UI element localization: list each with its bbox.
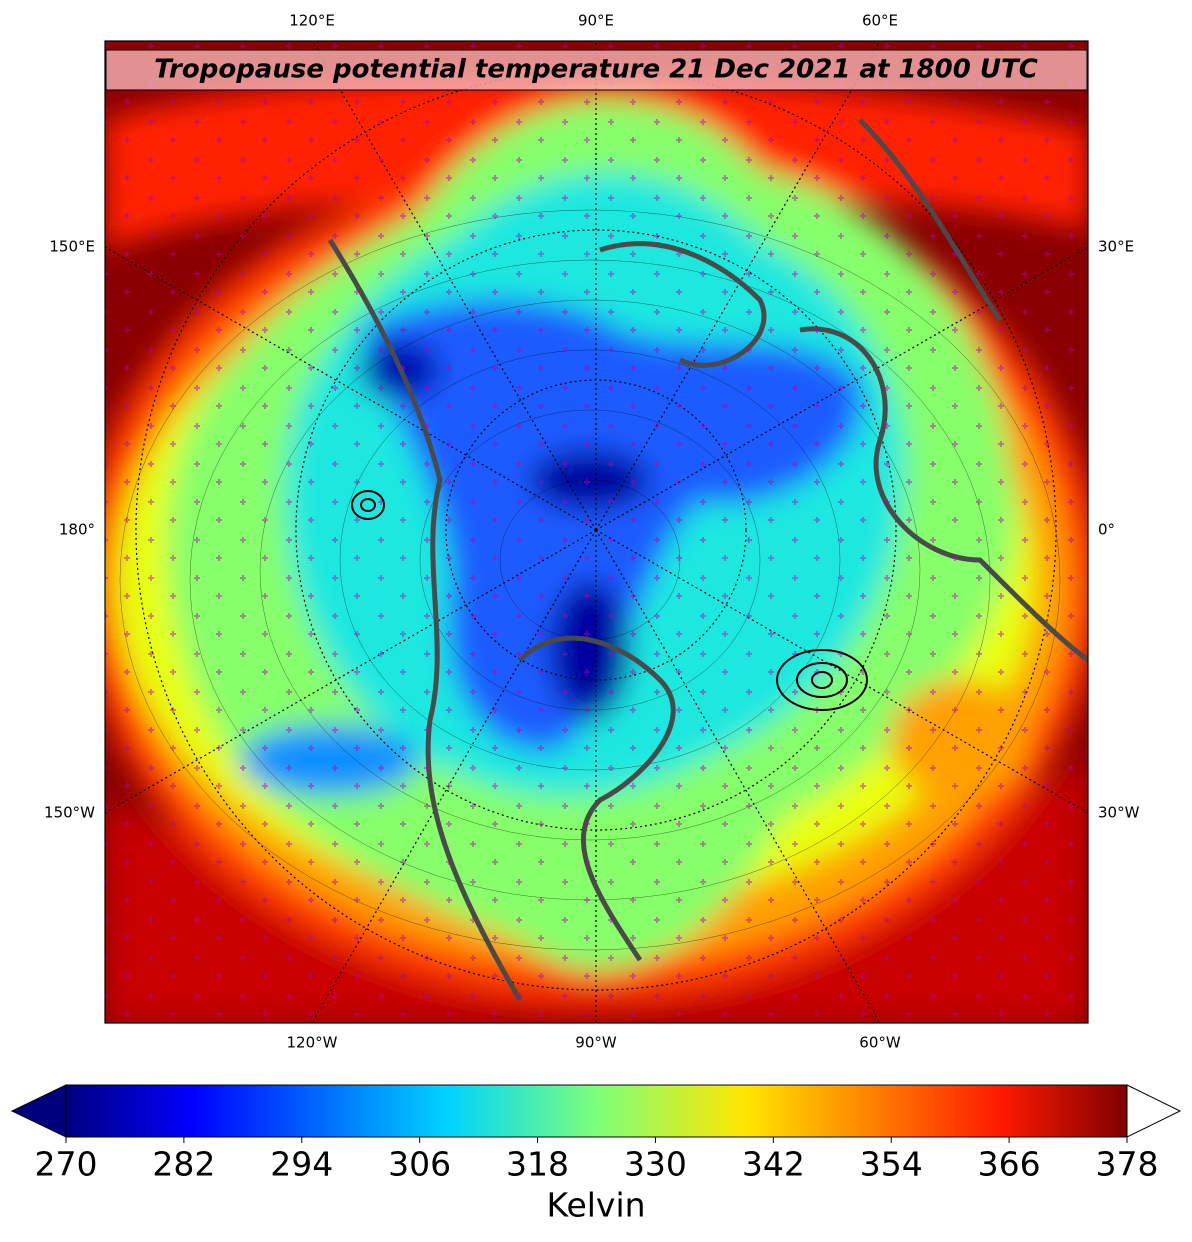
lon-label: 60°W [859,1034,901,1052]
lon-label: 120°E [289,12,335,30]
colorbar-tick-label: 378 [1096,1145,1159,1184]
lon-label: 60°E [862,12,898,30]
lon-label: 90°E [578,12,614,30]
map [105,41,1088,1023]
lon-label: 180° [59,521,95,539]
lon-label: 90°W [575,1034,617,1052]
colorbar-tick-label: 294 [270,1145,333,1184]
lon-label: 120°W [287,1034,338,1052]
lon-label: 30°W [1098,804,1140,822]
colorbar-tick-label: 354 [860,1145,923,1184]
colorbar-tick-label: 342 [742,1145,805,1184]
colorbar-tick-label: 282 [152,1145,215,1184]
lon-label: 30°E [1098,238,1134,256]
lon-label: 150°E [49,238,95,256]
colorbar-tick-label: 330 [624,1145,687,1184]
map-title: Tropopause potential temperature 21 Dec … [154,55,1038,85]
colorbar-extend-low [10,1084,67,1138]
colorbar-tick-label: 270 [35,1145,98,1184]
colorbar-tick-label: 306 [388,1145,451,1184]
colorbar [65,1084,1128,1138]
lon-label: 150°W [44,804,95,822]
colorbar-tick-label: 318 [506,1145,569,1184]
colorbar-label: Kelvin [546,1186,645,1225]
map-frame [104,40,1089,1024]
title-box [105,49,1088,91]
colorbar-tick-label: 366 [978,1145,1041,1184]
lon-label: 0° [1098,521,1115,539]
colorbar-extend-high [1126,1084,1182,1138]
